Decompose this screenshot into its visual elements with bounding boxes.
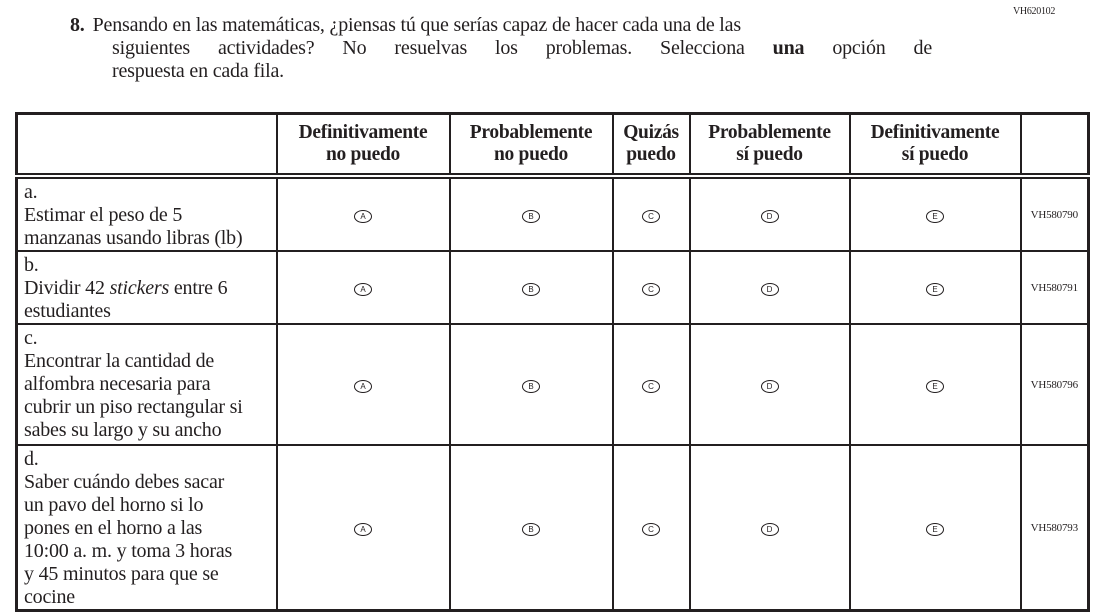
page-code: VH620102 — [1013, 6, 1056, 17]
radio-bubble-b[interactable]: B — [522, 522, 540, 536]
item-text: Estimar el peso de 5 manzanas usando lib… — [24, 204, 243, 249]
column-header: Definitivamente sí puedo — [848, 112, 1022, 179]
radio-bubble-a[interactable]: A — [354, 379, 372, 393]
radio-bubble-d[interactable]: D — [760, 522, 779, 536]
option-cell: C — [611, 175, 691, 252]
item-label: d. — [24, 448, 39, 470]
table-row: c.Encontrar la cantidad de alfombra nece… — [15, 323, 1090, 446]
item-cell: a.Estimar el peso de 5 manzanas usando l… — [15, 175, 278, 252]
column-header: Quizás puedo — [611, 112, 691, 179]
option-cell: D — [688, 323, 851, 446]
item-text: Saber cuándo debes sacar un pavo del hor… — [24, 471, 233, 608]
header-row: Definitivamente no puedo Probablemente no … — [15, 112, 1090, 179]
item-label: c. — [24, 327, 38, 349]
header-blank — [15, 112, 278, 179]
option-cell: E — [848, 250, 1022, 325]
radio-bubble-c[interactable]: C — [642, 379, 660, 393]
item-code: VH580796 — [1019, 323, 1090, 446]
option-cell: D — [688, 175, 851, 252]
table-row: a.Estimar el peso de 5 manzanas usando l… — [15, 175, 1090, 252]
item-text: Dividir 42 stickers entre 6 estudiantes — [24, 277, 228, 322]
item-cell: b.Dividir 42 stickers entre 6 estudiante… — [15, 250, 278, 325]
option-cell: B — [448, 323, 614, 446]
option-cell: C — [611, 323, 691, 446]
option-cell: A — [275, 444, 451, 612]
radio-bubble-e[interactable]: E — [926, 282, 944, 296]
radio-bubble-a[interactable]: A — [354, 209, 372, 223]
radio-bubble-c[interactable]: C — [642, 282, 660, 296]
option-cell: D — [688, 444, 851, 612]
radio-bubble-b[interactable]: B — [522, 209, 540, 223]
option-cell: C — [611, 250, 691, 325]
prompt-line-3: respuesta en cada fila. — [112, 60, 284, 82]
prompt-emphasis: una — [772, 37, 805, 59]
radio-bubble-a[interactable]: A — [354, 522, 372, 536]
item-cell: d.Saber cuándo debes sacar un pavo del h… — [15, 444, 278, 612]
radio-bubble-e[interactable]: E — [926, 209, 944, 223]
option-cell: D — [688, 250, 851, 325]
option-cell: A — [275, 175, 451, 252]
item-label: b. — [24, 254, 39, 276]
radio-bubble-c[interactable]: C — [642, 209, 660, 223]
item-code: VH580793 — [1019, 444, 1090, 612]
column-header: Probablemente no puedo — [448, 112, 614, 179]
prompt-text: siguientes actividades? No resuelvas los… — [112, 37, 773, 59]
radio-bubble-d[interactable]: D — [760, 379, 779, 393]
option-cell: A — [275, 250, 451, 325]
radio-bubble-d[interactable]: D — [760, 282, 779, 296]
radio-bubble-e[interactable]: E — [926, 522, 944, 536]
radio-bubble-d[interactable]: D — [760, 209, 779, 223]
table-row: d.Saber cuándo debes sacar un pavo del h… — [15, 444, 1090, 612]
radio-bubble-e[interactable]: E — [926, 379, 944, 393]
radio-bubble-a[interactable]: A — [354, 282, 372, 296]
item-label: a. — [24, 181, 38, 203]
response-grid: Definitivamente no puedo Probablemente no … — [15, 112, 1090, 612]
item-cell: c.Encontrar la cantidad de alfombra nece… — [15, 323, 278, 446]
radio-bubble-c[interactable]: C — [642, 522, 660, 536]
column-header: Probablemente sí puedo — [688, 112, 851, 179]
prompt-line-2: siguientes actividades? No resuelvas los… — [70, 37, 932, 60]
option-cell: B — [448, 250, 614, 325]
option-cell: B — [448, 444, 614, 612]
option-cell: E — [848, 444, 1022, 612]
option-cell: A — [275, 323, 451, 446]
question-prompt: 8. Pensando en las matemáticas, ¿piensas … — [70, 14, 940, 83]
prompt-line-1: Pensando en las matemáticas, ¿piensas tú… — [92, 14, 742, 36]
item-text: Encontrar la cantidad de alfombra necesa… — [24, 350, 243, 441]
column-header: Definitivamente no puedo — [275, 112, 451, 179]
option-cell: C — [611, 444, 691, 612]
option-cell: E — [848, 175, 1022, 252]
radio-bubble-b[interactable]: B — [522, 379, 540, 393]
header-blank — [1019, 112, 1090, 179]
prompt-text: opción de — [804, 37, 933, 59]
question-number: 8. — [70, 14, 85, 36]
table-row: b.Dividir 42 stickers entre 6 estudiante… — [15, 250, 1090, 325]
radio-bubble-b[interactable]: B — [522, 282, 540, 296]
option-cell: B — [448, 175, 614, 252]
item-code: VH580791 — [1019, 250, 1090, 325]
item-code: VH580790 — [1019, 175, 1090, 252]
option-cell: E — [848, 323, 1022, 446]
